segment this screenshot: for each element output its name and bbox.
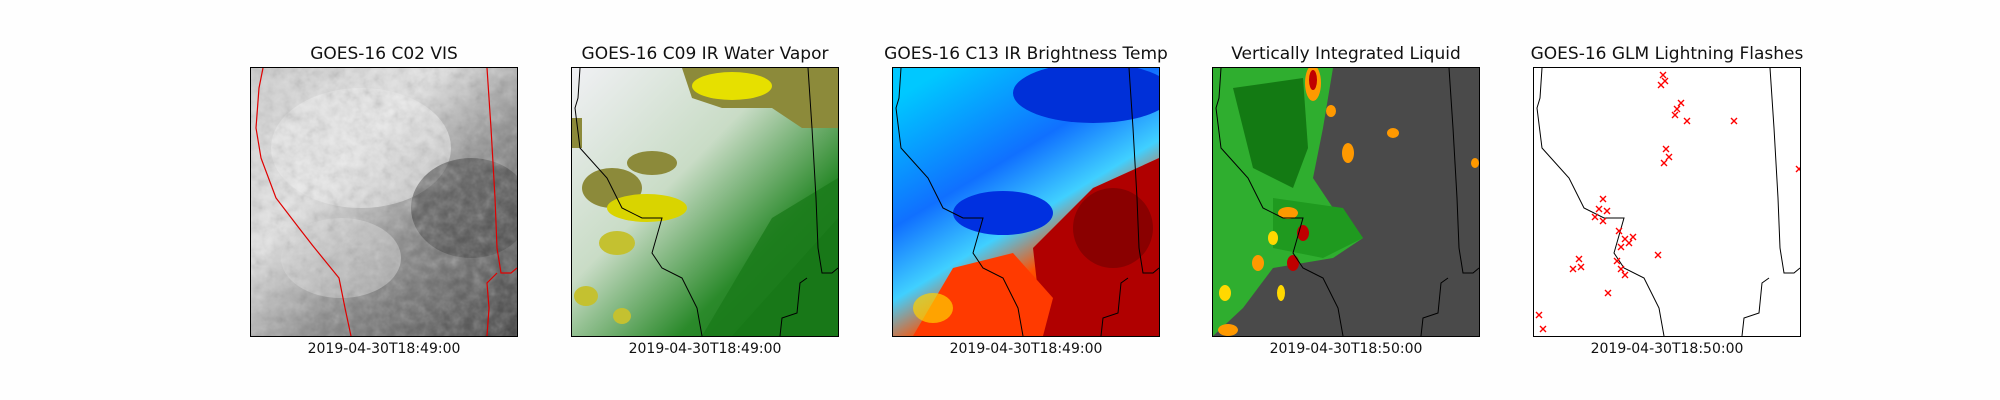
vis-image bbox=[250, 67, 518, 337]
panel-title: Vertically Integrated Liquid bbox=[1231, 44, 1461, 64]
water-vapor-image bbox=[571, 67, 839, 337]
panel-lightning: GOES-16 GLM Lightning Flashes 2019-04-30… bbox=[1531, 0, 1804, 400]
panel-title: GOES-16 C13 IR Brightness Temp bbox=[884, 44, 1168, 64]
vil-image bbox=[1212, 67, 1480, 337]
lightning-flash-markers bbox=[1535, 71, 1800, 333]
panel-vis: GOES-16 C02 VIS 2019-04-30T18:49:00 bbox=[250, 0, 518, 400]
panel-water-vapor: GOES-16 C09 IR Water Vapor bbox=[571, 0, 839, 400]
panel-title: GOES-16 C02 VIS bbox=[310, 44, 458, 64]
panel-title: GOES-16 GLM Lightning Flashes bbox=[1530, 44, 1804, 64]
panel-timestamp: 2019-04-30T18:49:00 bbox=[949, 341, 1103, 357]
panel-timestamp: 2019-04-30T18:49:00 bbox=[628, 341, 782, 357]
panel-brightness-temp: GOES-16 C13 IR Brightness Temp 2 bbox=[884, 0, 1168, 400]
panel-timestamp: 2019-04-30T18:50:00 bbox=[1269, 341, 1423, 357]
panel-timestamp: 2019-04-30T18:49:00 bbox=[307, 341, 461, 357]
panel-title: GOES-16 C09 IR Water Vapor bbox=[581, 44, 829, 64]
lightning-map bbox=[1533, 67, 1801, 337]
panel-vil: Vertically Integrated Liquid 2019-04-30T… bbox=[1212, 0, 1480, 400]
panel-timestamp: 2019-04-30T18:50:00 bbox=[1590, 341, 1744, 357]
brightness-temp-image bbox=[892, 67, 1160, 337]
